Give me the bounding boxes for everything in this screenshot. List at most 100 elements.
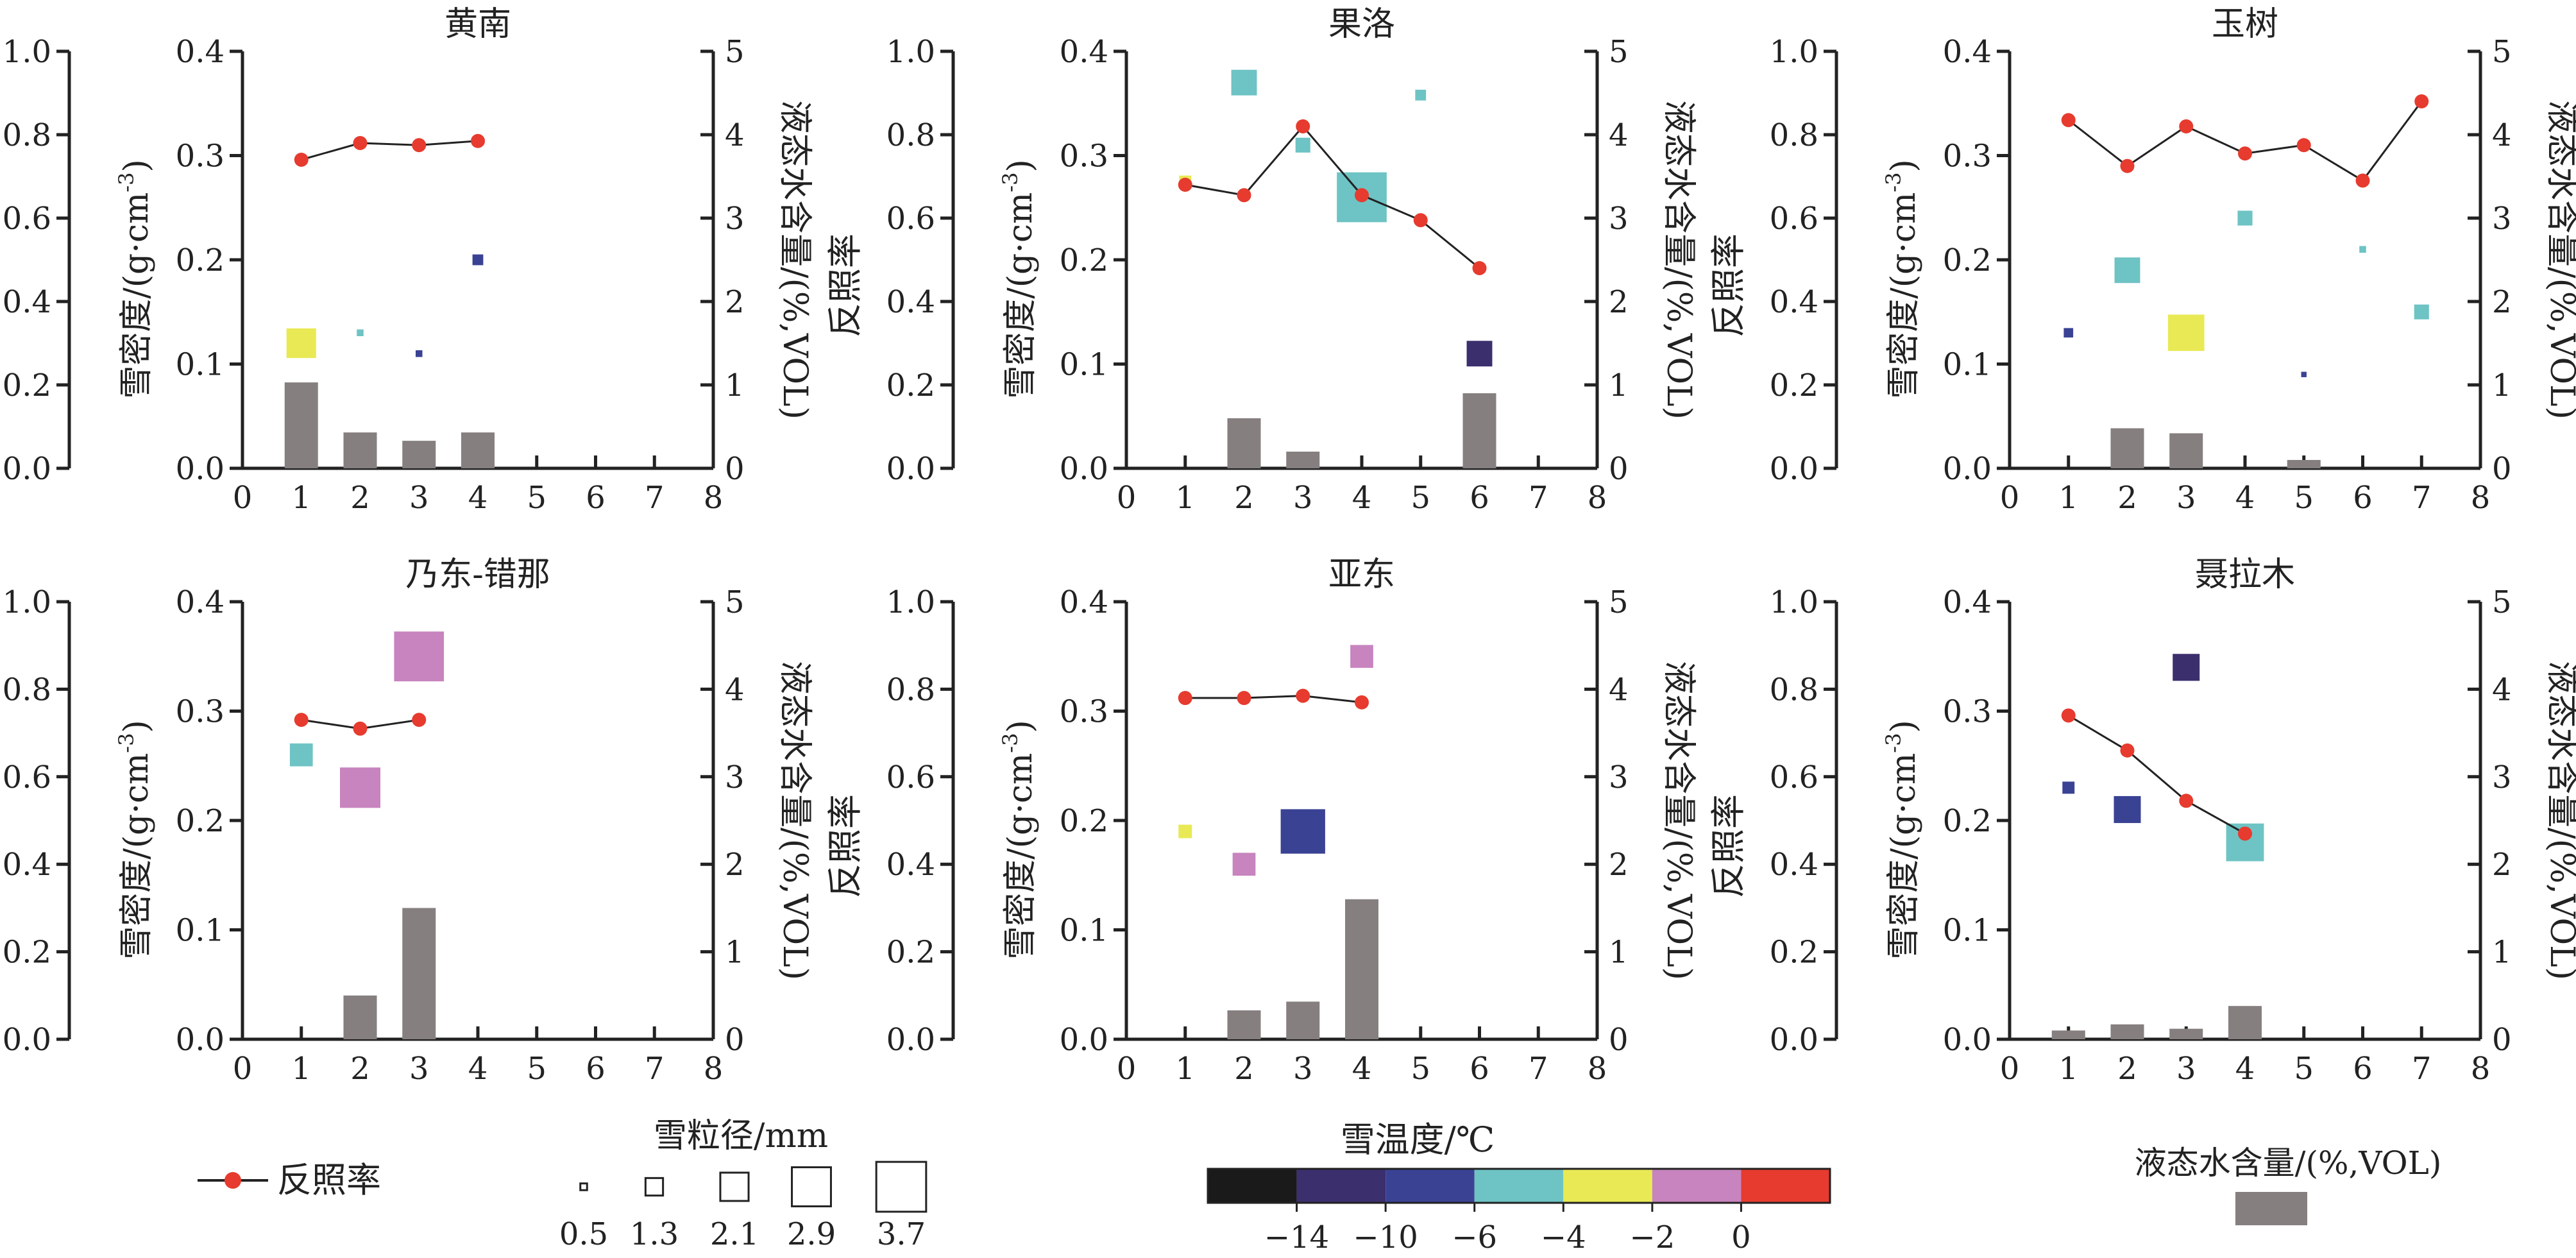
lwc-bar xyxy=(1227,1010,1261,1039)
colorbar-tick-label: −10 xyxy=(1353,1220,1418,1255)
x-tick-label: 8 xyxy=(1588,1051,1607,1087)
lwc-tick-label: 4 xyxy=(2492,672,2512,708)
lwc-tick-label: 1 xyxy=(725,935,745,971)
albedo-point xyxy=(412,713,427,727)
panel-title: 亚东 xyxy=(1328,556,1395,594)
density-tick-label: 0.4 xyxy=(176,34,225,70)
x-tick-label: 8 xyxy=(2471,1051,2491,1087)
albedo-tick-label: 0.2 xyxy=(1770,368,1818,404)
x-tick-label: 2 xyxy=(1234,480,1254,516)
albedo-axis-label: 反照率 xyxy=(825,234,865,337)
x-tick-label: 8 xyxy=(2471,480,2491,516)
x-tick-label: 7 xyxy=(1529,480,1548,516)
albedo-tick-label: 0.4 xyxy=(1770,284,1818,320)
albedo-tick-label: 0.0 xyxy=(1770,1022,1818,1058)
density-tick-label: 0.1 xyxy=(176,913,225,949)
albedo-tick-label: 0.4 xyxy=(886,284,935,320)
density-marker xyxy=(2359,246,2366,253)
albedo-axis-label: 反照率 xyxy=(1708,234,1749,337)
lwc-bar xyxy=(2169,433,2203,468)
lwc-tick-label: 3 xyxy=(725,201,745,237)
x-tick-label: 3 xyxy=(409,480,429,516)
lwc-tick-label: 4 xyxy=(725,117,745,153)
albedo-line xyxy=(301,140,479,161)
lwc-tick-label: 4 xyxy=(725,672,745,708)
lwc-tick-label: 0 xyxy=(2492,451,2512,487)
lwc-tick-label: 4 xyxy=(1609,672,1629,708)
x-tick-label: 2 xyxy=(350,480,370,516)
lwc-tick-label: 1 xyxy=(2492,935,2512,971)
legend-albedo-marker xyxy=(225,1172,241,1189)
density-marker xyxy=(1232,853,1256,876)
albedo-point xyxy=(1355,695,1369,710)
density-tick-label: 0.0 xyxy=(1060,1022,1108,1058)
legend-grain-square xyxy=(719,1171,750,1202)
lwc-tick-label: 5 xyxy=(1609,584,1629,620)
albedo-point xyxy=(1178,178,1192,192)
density-tick-label: 0.2 xyxy=(1943,242,1992,278)
lwc-tick-label: 4 xyxy=(2492,117,2512,153)
x-tick-label: 3 xyxy=(409,1051,429,1087)
density-marker xyxy=(2173,654,2200,681)
density-axis-label: 雪密度/(g·cm-3) xyxy=(114,159,156,399)
density-marker xyxy=(1466,341,1493,367)
lwc-tick-label: 3 xyxy=(2492,201,2512,237)
x-tick-label: 7 xyxy=(645,480,665,516)
colorbar-tick-label: −2 xyxy=(1629,1220,1675,1255)
legend-lwc-title: 液态水含量/(%,VOL) xyxy=(2135,1144,2442,1182)
density-tick-label: 0.2 xyxy=(1060,803,1108,839)
x-tick-label: 1 xyxy=(1175,1051,1195,1087)
albedo-tick-label: 0.6 xyxy=(1770,760,1818,795)
lwc-bar xyxy=(1286,452,1320,468)
lwc-bar xyxy=(402,441,436,468)
colorbar-segment xyxy=(1652,1169,1741,1203)
x-tick-label: 0 xyxy=(2000,1051,2020,1087)
x-tick-label: 0 xyxy=(1117,480,1137,516)
density-marker xyxy=(1280,809,1325,854)
x-tick-label: 0 xyxy=(233,1051,253,1087)
lwc-bar xyxy=(1286,1001,1320,1039)
lwc-bar xyxy=(343,995,377,1039)
albedo-tick-label: 0.2 xyxy=(1770,935,1818,971)
x-tick-label: 2 xyxy=(1234,1051,1254,1087)
albedo-tick-label: 0.8 xyxy=(3,672,51,708)
density-tick-label: 0.4 xyxy=(176,584,225,620)
panel-title: 果洛 xyxy=(1328,5,1395,44)
density-marker xyxy=(2114,795,2141,823)
x-tick-label: 4 xyxy=(2235,1051,2255,1087)
x-tick-label: 6 xyxy=(586,480,606,516)
legend-albedo-label: 反照率 xyxy=(277,1160,381,1200)
x-tick-label: 7 xyxy=(2412,480,2432,516)
panel-6: 聂拉木 0.0 0.2 0.4 0.6 0.8 1.0 0.0 0.1 0.2 0.3 0.4 0 1 2 3… xyxy=(1708,556,2576,1087)
colorbar-segment xyxy=(1385,1169,1475,1203)
colorbar-segment xyxy=(1474,1169,1564,1203)
x-tick-label: 6 xyxy=(2353,1051,2373,1087)
lwc-tick-label: 1 xyxy=(1609,368,1629,404)
albedo-tick-label: 0.0 xyxy=(886,1022,935,1058)
albedo-point xyxy=(353,136,368,150)
panel-1: 黄南 0.0 0.2 0.4 0.6 0.8 1.0 0.0 0.1 0.2 0.3 0.4 0 1 2 3 4… xyxy=(3,5,814,516)
lwc-tick-label: 4 xyxy=(1609,117,1629,153)
albedo-point xyxy=(2061,708,2076,723)
lwc-bar xyxy=(402,908,436,1039)
x-tick-label: 5 xyxy=(527,480,547,516)
albedo-tick-label: 0.6 xyxy=(3,760,51,795)
lwc-tick-label: 0 xyxy=(1609,1022,1629,1058)
x-tick-label: 0 xyxy=(1117,1051,1137,1087)
lwc-bar xyxy=(2051,1030,2085,1039)
x-tick-label: 5 xyxy=(1411,1051,1430,1087)
colorbar-tick-label: −4 xyxy=(1541,1220,1586,1255)
albedo-line xyxy=(2067,715,2246,835)
albedo-point xyxy=(2414,94,2429,108)
density-marker xyxy=(357,329,364,336)
density-tick-label: 0.2 xyxy=(176,803,225,839)
lwc-axis-label: 液态水含量/(%,VOL) xyxy=(1659,661,1698,980)
x-tick-label: 8 xyxy=(704,480,724,516)
albedo-axis-label: 反照率 xyxy=(1708,794,1749,898)
lwc-tick-label: 3 xyxy=(1609,760,1629,795)
lwc-tick-label: 0 xyxy=(2492,1022,2512,1058)
albedo-point xyxy=(353,721,368,736)
lwc-tick-label: 2 xyxy=(2492,284,2512,320)
albedo-point xyxy=(2179,119,2194,133)
density-tick-label: 0.1 xyxy=(1943,347,1992,383)
